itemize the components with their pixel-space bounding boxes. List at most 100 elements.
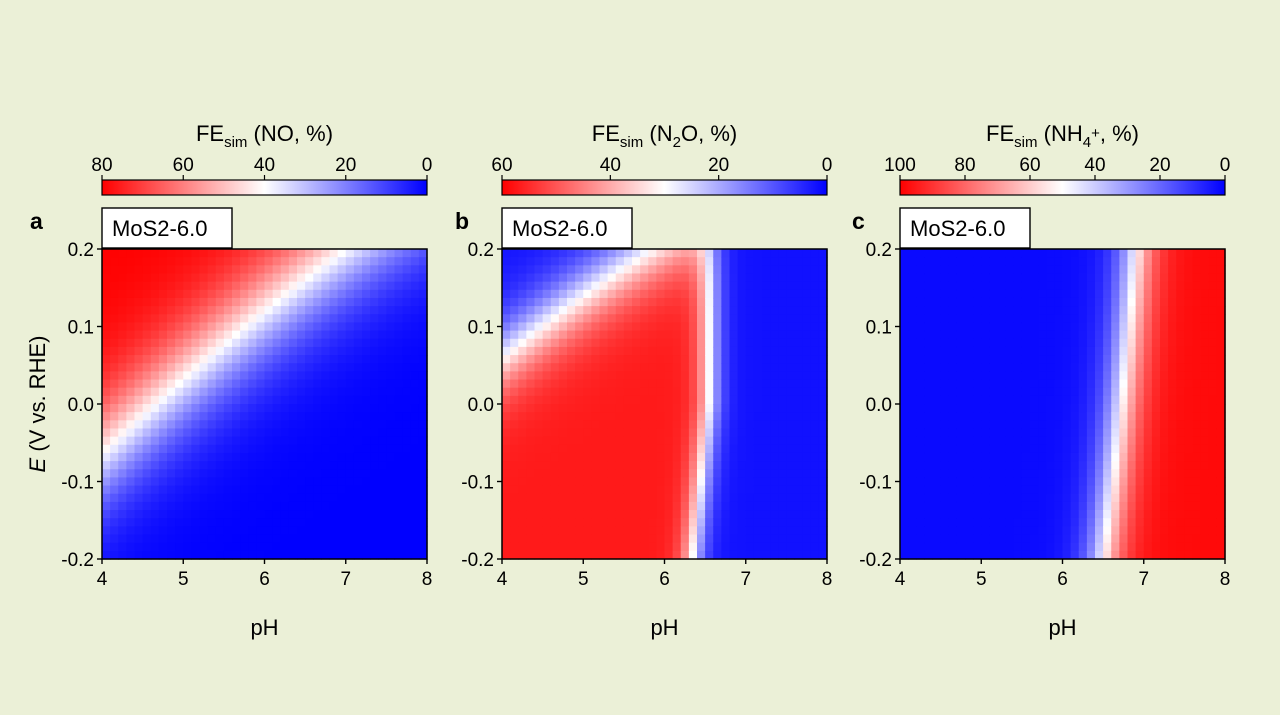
- heatmap-cell: [394, 510, 404, 519]
- heatmap-cell: [770, 444, 779, 454]
- heatmap-cell: [191, 314, 201, 324]
- heatmap-cell: [989, 526, 999, 536]
- heatmap-cell: [410, 257, 420, 266]
- heatmap-cell: [1192, 477, 1202, 487]
- heatmap-cell: [632, 257, 641, 266]
- heatmap-cell: [697, 338, 706, 348]
- heatmap-cell: [745, 346, 755, 356]
- heatmap-cell: [526, 265, 536, 275]
- heatmap-cell: [648, 510, 657, 519]
- heatmap-cell: [1005, 428, 1015, 438]
- heatmap-cell: [688, 510, 698, 519]
- heatmap-cell: [948, 330, 958, 340]
- heatmap-cell: [183, 330, 192, 340]
- heatmap-cell: [908, 444, 917, 454]
- heatmap-cell: [207, 346, 217, 356]
- heatmap-cell: [1054, 395, 1064, 405]
- heatmap-cell: [1095, 346, 1104, 356]
- heatmap-cell: [916, 297, 925, 307]
- heatmap-cell: [337, 322, 347, 332]
- heatmap-cell: [697, 485, 706, 495]
- heatmap-cell: [118, 469, 127, 479]
- heatmap-cell: [526, 249, 536, 258]
- heatmap-cell: [256, 501, 266, 511]
- heatmap-cell: [680, 289, 690, 299]
- heatmap-cell: [1005, 379, 1015, 389]
- heatmap-cell: [118, 387, 127, 397]
- heatmap-cell: [1119, 297, 1129, 307]
- heatmap-cell: [672, 281, 682, 291]
- heatmap-cell: [567, 412, 576, 421]
- heatmap-cell: [745, 485, 755, 495]
- heatmap-cell: [272, 330, 282, 340]
- heatmap-cell: [672, 510, 682, 519]
- heatmap-cell: [232, 444, 241, 454]
- heatmap-cell: [1078, 493, 1088, 503]
- heatmap-cell: [981, 436, 990, 446]
- heatmap-cell: [223, 330, 233, 340]
- heatmap-cell: [510, 289, 519, 299]
- heatmap-cell: [297, 281, 306, 291]
- y-tick-label: 0.2: [68, 240, 94, 261]
- heatmap-cell: [607, 371, 617, 381]
- heatmap-cell: [534, 273, 544, 283]
- heatmap-cell: [199, 395, 209, 405]
- heatmap-cell: [1160, 346, 1169, 356]
- heatmap-cell: [215, 297, 225, 307]
- heatmap-cell: [753, 363, 763, 372]
- heatmap-cell: [802, 249, 812, 258]
- heatmap-cell: [737, 404, 747, 413]
- heatmap-cell: [956, 273, 966, 283]
- heatmap-cell: [1038, 395, 1047, 405]
- heatmap-cell: [794, 493, 804, 503]
- heatmap-cell: [248, 550, 257, 560]
- heatmap-cell: [900, 412, 909, 421]
- heatmap-cell: [502, 444, 511, 454]
- heatmap-cell: [1095, 412, 1104, 421]
- heatmap-cell: [248, 420, 257, 430]
- heatmap-cell: [932, 257, 942, 266]
- heatmap-cell: [932, 273, 942, 283]
- heatmap-cell: [240, 510, 249, 519]
- heatmap-cell: [1216, 379, 1226, 389]
- heatmap-cell: [1192, 485, 1202, 495]
- heatmap-cell: [1013, 363, 1023, 372]
- heatmap-cell: [386, 542, 396, 552]
- heatmap-cell: [1086, 428, 1096, 438]
- heatmap-cell: [1127, 363, 1137, 372]
- heatmap-cell: [940, 363, 950, 372]
- heatmap-cell: [305, 550, 314, 560]
- heatmap-cell: [973, 501, 982, 511]
- heatmap-cell: [313, 314, 322, 324]
- heatmap-cell: [1200, 306, 1210, 315]
- heatmap-cell: [916, 257, 925, 266]
- heatmap-cell: [1005, 355, 1015, 364]
- heatmap-cell: [542, 428, 552, 438]
- heatmap-cell: [1021, 444, 1031, 454]
- heatmap-cell: [183, 249, 192, 258]
- heatmap-cell: [272, 420, 282, 430]
- heatmap-cell: [1143, 281, 1153, 291]
- heatmap-cell: [215, 477, 225, 487]
- heatmap-cell: [1103, 550, 1112, 560]
- heatmap-cell: [1038, 534, 1047, 544]
- heatmap-cell: [1208, 542, 1218, 552]
- heatmap-cell: [1013, 281, 1023, 291]
- heatmap-cell: [297, 452, 306, 462]
- heatmap-cell: [1208, 363, 1218, 372]
- heatmap-cell: [1021, 501, 1031, 511]
- heatmap-cell: [288, 281, 298, 291]
- heatmap-cell: [1184, 314, 1194, 324]
- heatmap-cell: [272, 281, 282, 291]
- x-tick-label: 7: [1138, 569, 1149, 590]
- heatmap-cell: [778, 526, 787, 536]
- heatmap-cell: [142, 420, 152, 430]
- heatmap-cell: [778, 355, 787, 364]
- heatmap-cell: [794, 428, 804, 438]
- heatmap-cell: [550, 314, 560, 324]
- x-tick-label: 4: [497, 569, 508, 590]
- text-run: 6: [975, 216, 987, 241]
- heatmap-cell: [932, 420, 942, 430]
- heatmap-cell: [518, 363, 527, 372]
- heatmap-cell: [1046, 363, 1055, 372]
